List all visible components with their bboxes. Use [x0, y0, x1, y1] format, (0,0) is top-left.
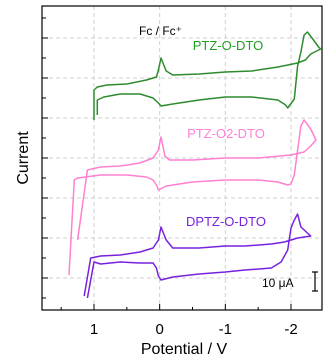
x-tick-label-3: -2: [284, 321, 297, 338]
series-label-1: PTZ-O2-DTO: [187, 126, 265, 141]
grid-lines: [42, 6, 322, 310]
series-label-0: PTZ-O-DTO: [193, 38, 264, 53]
x-axis-title: Potential / V: [141, 341, 228, 358]
axes: 1 0 -1 -2 Potential / V Current: [15, 5, 323, 358]
series-line-1: [68, 119, 317, 276]
series-group: [68, 31, 322, 299]
scale-bar-label: 10 μA: [262, 276, 294, 290]
x-tick-label-1: 0: [155, 321, 163, 338]
reference-label: Fc / Fc⁺: [139, 24, 182, 38]
series-line-0: [93, 31, 322, 120]
series-line-2: [83, 213, 312, 299]
x-tick-label-0: 1: [90, 321, 98, 338]
y-axis-title: Current: [15, 131, 32, 185]
x-tick-label-2: -1: [219, 321, 232, 338]
series-label-2: DPTZ-O-DTO: [186, 214, 266, 229]
label-group: PTZ-O-DTO PTZ-O2-DTO DPTZ-O-DTO Fc / Fc⁺ 10 …: [139, 24, 318, 292]
